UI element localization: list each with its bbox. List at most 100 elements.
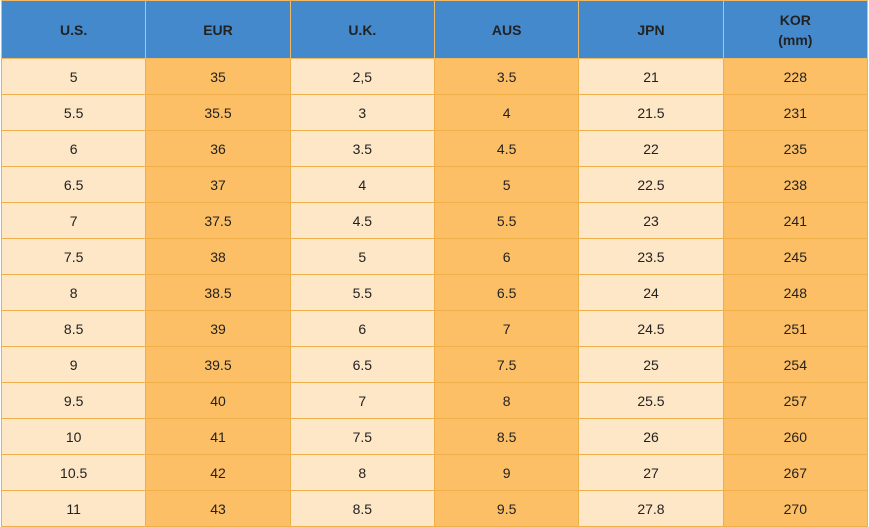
table-cell: 7 [433, 310, 580, 347]
column-header: EUR [145, 0, 291, 59]
table-row: 11 43 8.5 9.5 27.8 270 [0, 490, 869, 527]
column-header: U.S. [0, 0, 147, 59]
table-cell: 5 [0, 58, 147, 95]
table-cell: 4 [289, 166, 435, 203]
table-row: 7 37.5 4.5 5.5 23 241 [0, 202, 869, 239]
table-cell: 37 [145, 166, 291, 203]
table-row: 6 36 3.5 4.5 22 235 [0, 130, 869, 167]
table-cell: 24.5 [578, 310, 724, 347]
table-cell: 5.5 [289, 274, 435, 311]
table-cell: 245 [722, 238, 869, 275]
table-cell: 21 [578, 58, 724, 95]
table-cell: 43 [145, 490, 291, 527]
table-cell: 9.5 [0, 382, 147, 419]
table-cell: 25 [578, 346, 724, 383]
table-cell: 24 [578, 274, 724, 311]
table-cell: 4 [433, 94, 580, 131]
table-cell: 6.5 [433, 274, 580, 311]
table-cell: 27.8 [578, 490, 724, 527]
table-row: 9.5 40 7 8 25.5 257 [0, 382, 869, 419]
table-cell: 5 [433, 166, 580, 203]
table-row: 5 35 2,5 3.5 21 228 [0, 58, 869, 95]
table-cell: 42 [145, 454, 291, 491]
table-cell: 37.5 [145, 202, 291, 239]
table-cell: 6.5 [0, 166, 147, 203]
table-cell: 4.5 [433, 130, 580, 167]
table-header: U.S. EUR U.K. AUS JPN KOR (mm) [0, 0, 869, 59]
table-cell: 23 [578, 202, 724, 239]
table-row: 8 38.5 5.5 6.5 24 248 [0, 274, 869, 311]
table-cell: 41 [145, 418, 291, 455]
table-cell: 7.5 [289, 418, 435, 455]
table-cell: 21.5 [578, 94, 724, 131]
table-cell: 257 [722, 382, 869, 419]
header-row: U.S. EUR U.K. AUS JPN KOR (mm) [0, 0, 869, 59]
table-cell: 27 [578, 454, 724, 491]
table-cell: 26 [578, 418, 724, 455]
table-cell: 23.5 [578, 238, 724, 275]
table-cell: 231 [722, 94, 869, 131]
table-cell: 40 [145, 382, 291, 419]
table-cell: 39.5 [145, 346, 291, 383]
table-cell: 3.5 [433, 58, 580, 95]
column-header: JPN [578, 0, 724, 59]
table-cell: 8.5 [0, 310, 147, 347]
table-cell: 25.5 [578, 382, 724, 419]
table-cell: 7.5 [0, 238, 147, 275]
table-cell: 6 [289, 310, 435, 347]
table-cell: 2,5 [289, 58, 435, 95]
table-cell: 267 [722, 454, 869, 491]
table-row: 6.5 37 4 5 22.5 238 [0, 166, 869, 203]
table-row: 9 39.5 6.5 7.5 25 254 [0, 346, 869, 383]
column-header: U.K. [289, 0, 435, 59]
table-cell: 8 [0, 274, 147, 311]
table-cell: 238 [722, 166, 869, 203]
table-cell: 22.5 [578, 166, 724, 203]
table-row: 8.5 39 6 7 24.5 251 [0, 310, 869, 347]
table-cell: 11 [0, 490, 147, 527]
table-cell: 36 [145, 130, 291, 167]
table-cell: 35 [145, 58, 291, 95]
table-cell: 254 [722, 346, 869, 383]
table-cell: 5 [289, 238, 435, 275]
table-cell: 7.5 [433, 346, 580, 383]
table-cell: 3 [289, 94, 435, 131]
table-cell: 9 [433, 454, 580, 491]
table-cell: 38.5 [145, 274, 291, 311]
table-row: 5.5 35.5 3 4 21.5 231 [0, 94, 869, 131]
table-cell: 10.5 [0, 454, 147, 491]
table-cell: 9 [0, 346, 147, 383]
table-row: 10 41 7.5 8.5 26 260 [0, 418, 869, 455]
table-cell: 8.5 [433, 418, 580, 455]
table-row: 10.5 42 8 9 27 267 [0, 454, 869, 491]
table-cell: 248 [722, 274, 869, 311]
table-cell: 6 [0, 130, 147, 167]
table-cell: 241 [722, 202, 869, 239]
table-cell: 3.5 [289, 130, 435, 167]
table-cell: 8 [289, 454, 435, 491]
table-cell: 6.5 [289, 346, 435, 383]
table-cell: 22 [578, 130, 724, 167]
table-cell: 270 [722, 490, 869, 527]
table-cell: 251 [722, 310, 869, 347]
table-cell: 4.5 [289, 202, 435, 239]
table-cell: 35.5 [145, 94, 291, 131]
table-cell: 7 [289, 382, 435, 419]
table-cell: 6 [433, 238, 580, 275]
table-cell: 260 [722, 418, 869, 455]
table-cell: 8 [433, 382, 580, 419]
table-cell: 38 [145, 238, 291, 275]
table-cell: 39 [145, 310, 291, 347]
column-header: AUS [433, 0, 580, 59]
table-cell: 5.5 [433, 202, 580, 239]
table-cell: 7 [0, 202, 147, 239]
table-cell: 228 [722, 58, 869, 95]
table-cell: 9.5 [433, 490, 580, 527]
table-row: 7.5 38 5 6 23.5 245 [0, 238, 869, 275]
table-cell: 8.5 [289, 490, 435, 527]
table-cell: 10 [0, 418, 147, 455]
table-cell: 5.5 [0, 94, 147, 131]
column-header: KOR (mm) [722, 0, 869, 59]
